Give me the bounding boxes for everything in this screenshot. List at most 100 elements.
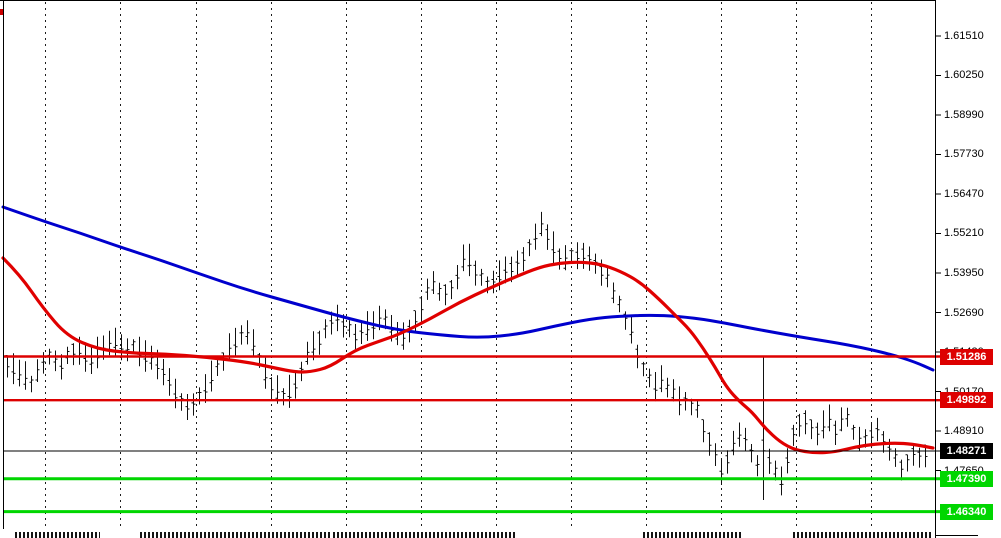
ohlc-bar [293,370,298,399]
ohlc-bar [35,359,40,382]
support-line-tag[interactable]: 1.47390 [940,471,993,487]
ohlc-bar [833,420,838,445]
ohlc-bar [461,244,466,272]
time-axis-clipped-label [140,532,330,538]
ohlc-bar [401,322,406,350]
ohlc-bar [23,361,28,390]
ohlc-bar [755,455,760,477]
ohlc-bar [329,311,334,335]
ohlc-bar [545,224,550,250]
ohlc-bar [431,271,436,294]
ohlc-bar [815,422,820,446]
time-axis-clipped-label [333,532,517,538]
ohlc-bar [617,295,622,313]
ohlc-bar [551,231,556,263]
ohlc-bar [809,419,814,440]
ohlc-bar [239,325,244,345]
ohlc-bar [773,460,778,481]
ohlc-bar [791,424,796,446]
ohlc-bar [437,282,442,301]
ohlc-bar [323,319,328,339]
ohlc-bar [647,368,652,388]
ohlc-bar [611,282,616,304]
ohlc-bar [59,354,64,380]
ohlc-bar [605,268,610,288]
resistance-line-tag[interactable]: 1.49892 [940,392,993,408]
ohlc-bar [581,242,586,269]
ohlc-bar [701,419,706,443]
ohlc-bar [17,359,22,387]
ohlc-bar [443,284,448,306]
ohlc-bar [269,377,274,401]
ohlc-bar [191,393,196,416]
ohlc-bar [767,448,772,474]
ohlc-bar [419,297,424,321]
price-axis-label: 1.53950 [944,267,984,279]
ohlc-bar [839,407,844,432]
current-price-line-tag[interactable]: 1.48271 [940,443,993,459]
ohlc-bar [911,445,916,466]
price-axis-label: 1.56470 [944,188,984,200]
ohlc-bar [563,245,568,271]
ohlc-bar [173,378,178,409]
ohlc-bar [803,410,808,435]
ohlc-bar [347,320,352,338]
ohlc-bar [203,374,208,403]
ohlc-bar [731,430,736,456]
ohlc-bar [263,357,268,389]
ohlc-bar [503,256,508,284]
ohlc-bar [785,448,790,474]
ohlc-bar [29,375,34,393]
ohlc-bar [479,268,484,286]
ohlc-bar [797,413,802,437]
ohlc-bar [209,360,214,392]
ohlc-bar [641,361,646,377]
ohlc-bar [743,427,748,452]
ohlc-bar [161,359,166,386]
ohlc-bar [623,311,628,330]
ohlc-bar [233,327,238,358]
ohlc-bar [167,368,172,396]
ohlc-bar [533,223,538,250]
ohlc-bar [737,422,742,447]
ohlc-bar [725,450,730,474]
ohlc-bar [359,321,364,344]
ohlc-bar [875,417,880,442]
ohlc-bar [881,431,886,453]
ohlc-bar [125,338,130,362]
ohlc-bar [353,324,358,351]
ohlc-bar [779,466,784,496]
ohlc-bar [197,387,202,405]
ohlc-bar [179,393,184,411]
ohlc-bar [521,247,526,272]
ohlc-bar [149,345,154,370]
ohlc-bar [491,270,496,294]
ohlc-bar [53,350,58,372]
ohlc-bar [527,239,532,257]
ohlc-bar [719,459,724,485]
ohlc-bar [707,432,712,456]
ohlc-bar [89,344,94,374]
ohlc-bar [695,400,700,418]
ohlc-bar [473,260,478,286]
ohlc-bar [665,377,670,398]
price-axis-label: 1.48910 [944,425,984,437]
resistance-line-tag[interactable]: 1.51286 [940,349,993,365]
ohlc-bar [251,329,256,358]
support-line-tag[interactable]: 1.46340 [940,504,993,520]
ohlc-bar [287,374,292,408]
ohlc-bar [749,444,754,463]
ohlc-bar [515,250,520,275]
time-axis-clipped-label [15,532,100,538]
ohlc-bar [317,330,322,355]
ohlc-bar [653,372,658,402]
left-edge-red-mark [0,9,3,15]
ohlc-bar [335,304,340,332]
ohlc-bar [245,320,250,345]
ohlc-bar [71,343,76,366]
ohlc-bar [713,443,718,466]
ohlc-bar [587,246,592,271]
ohlc-bar [305,341,310,365]
